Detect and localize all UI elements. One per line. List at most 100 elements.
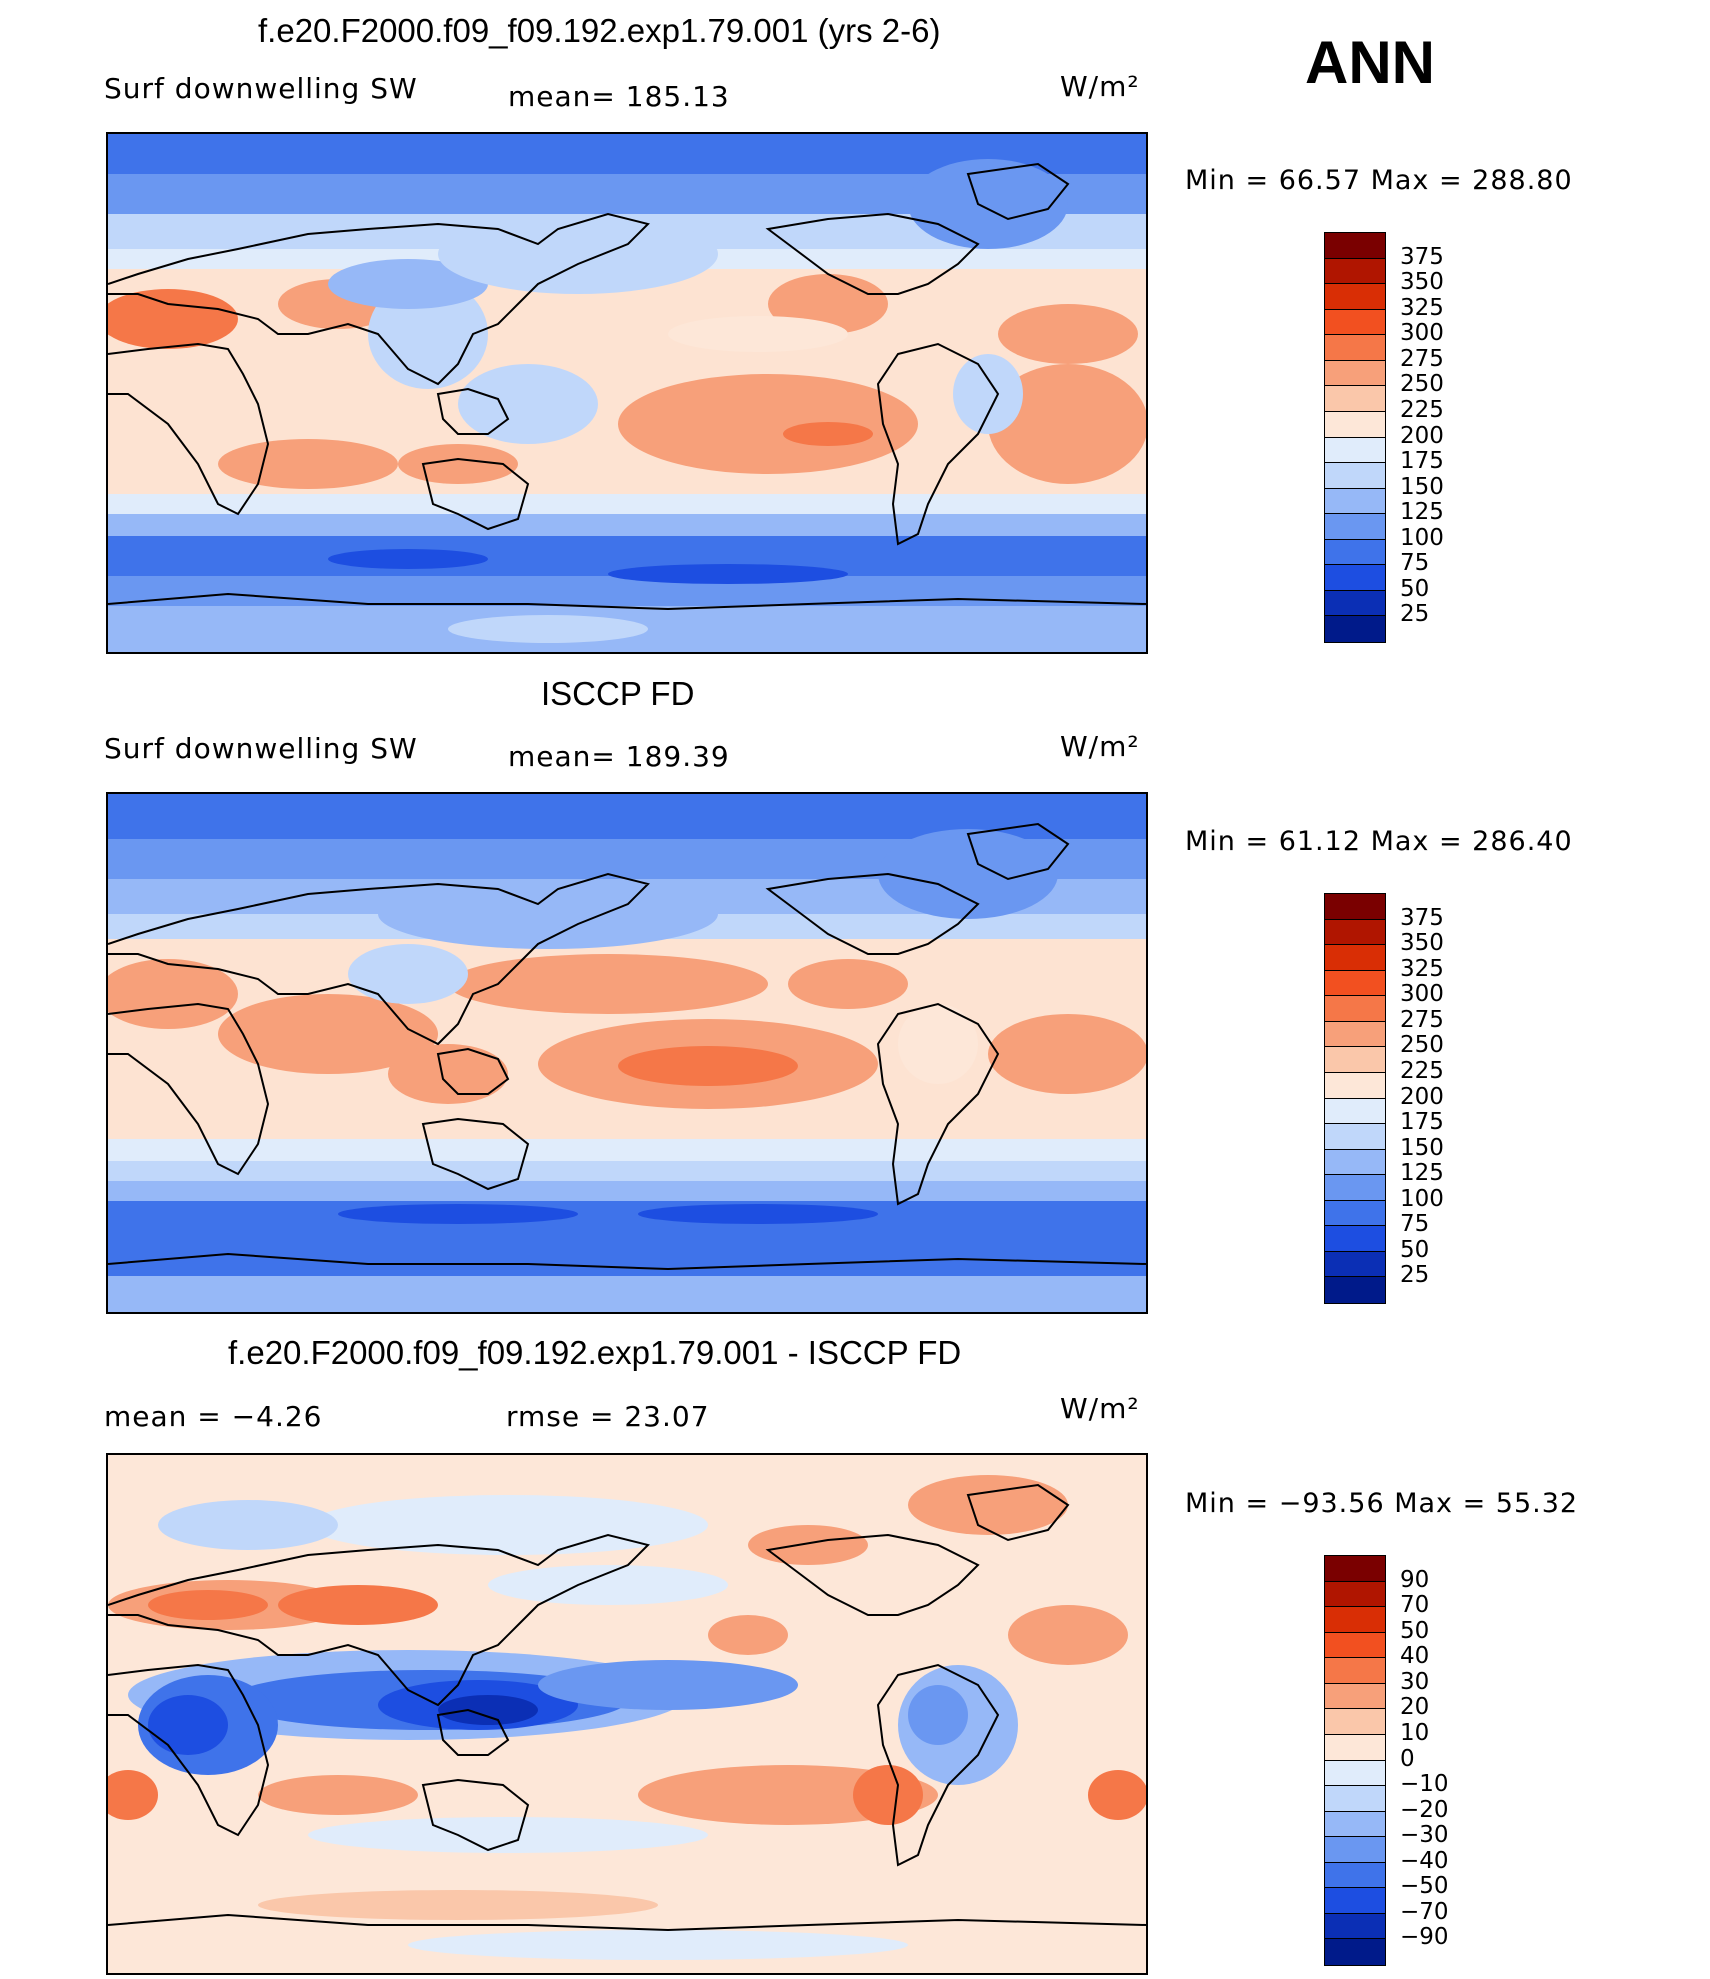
- colorbar-swatch: [1325, 233, 1385, 259]
- panel-3-title: f.e20.F2000.f09_f09.192.exp1.79.001 - IS…: [228, 1334, 962, 1371]
- panel-3-colorbar: [1324, 1555, 1386, 1966]
- colorbar-tick-label: −30: [1400, 1822, 1449, 1849]
- panel-3-map: [106, 1453, 1148, 1975]
- colorbar-swatch: [1325, 386, 1385, 412]
- colorbar-tick-label: 10: [1400, 1719, 1430, 1746]
- colorbar-tick-label: 275: [1400, 345, 1444, 372]
- colorbar-swatch: [1325, 919, 1385, 946]
- colorbar-tick-label: 350: [1400, 269, 1444, 296]
- colorbar-swatch: [1325, 1226, 1385, 1252]
- colorbar-swatch: [1325, 1862, 1385, 1889]
- panel-1-mean-label: mean= 185.13: [508, 80, 730, 113]
- colorbar-swatch: [1325, 335, 1385, 361]
- colorbar-tick-label: 100: [1400, 1185, 1444, 1212]
- panel-3-rmse-label: rmse = 23.07: [506, 1400, 710, 1433]
- colorbar-swatch: [1325, 1149, 1385, 1176]
- colorbar-tick-label: 150: [1400, 473, 1444, 500]
- colorbar-tick-label: 275: [1400, 1006, 1444, 1033]
- colorbar-swatch: [1325, 894, 1385, 920]
- colorbar-tick-label: 30: [1400, 1668, 1430, 1695]
- colorbar-swatch: [1325, 1939, 1385, 1965]
- colorbar-tick-label: 25: [1400, 1262, 1430, 1289]
- colorbar-tick-label: 375: [1400, 243, 1444, 270]
- colorbar-swatch: [1325, 1734, 1385, 1761]
- colorbar-swatch: [1325, 1251, 1385, 1278]
- colorbar-tick-label: 70: [1400, 1592, 1430, 1619]
- colorbar-tick-label: 50: [1400, 1617, 1430, 1644]
- colorbar-swatch: [1325, 565, 1385, 591]
- colorbar-tick-label: 20: [1400, 1694, 1430, 1721]
- colorbar-tick-label: 40: [1400, 1643, 1430, 1670]
- colorbar-tick-label: 75: [1400, 550, 1430, 577]
- panel-1-colorbar: [1324, 232, 1386, 643]
- panel-1-units-label: W/m²: [1060, 70, 1140, 103]
- panel-3-mean-label: mean = −4.26: [104, 1400, 323, 1433]
- colorbar-swatch: [1325, 411, 1385, 438]
- colorbar-tick-label: 200: [1400, 1083, 1444, 1110]
- panel-2-variable-label: Surf downwelling SW: [104, 732, 418, 765]
- panel-1-map: [106, 132, 1148, 654]
- colorbar-swatch: [1325, 284, 1385, 310]
- colorbar-swatch: [1325, 1021, 1385, 1048]
- colorbar-tick-label: 250: [1400, 371, 1444, 398]
- colorbar-swatch: [1325, 1098, 1385, 1125]
- colorbar-swatch: [1325, 1607, 1385, 1633]
- colorbar-tick-label: −70: [1400, 1898, 1449, 1925]
- colorbar-swatch: [1325, 1658, 1385, 1684]
- panel-1-title: f.e20.F2000.f09_f09.192.exp1.79.001 (yrs…: [258, 12, 941, 49]
- colorbar-tick-label: −10: [1400, 1771, 1449, 1798]
- panel-3-map-field: [108, 1455, 1146, 1973]
- colorbar-swatch: [1325, 1581, 1385, 1608]
- panel-2-minmax-label: Min = 61.12 Max = 286.40: [1185, 826, 1573, 857]
- colorbar-tick-label: −20: [1400, 1796, 1449, 1823]
- colorbar-swatch: [1325, 1632, 1385, 1659]
- colorbar-swatch: [1325, 970, 1385, 997]
- colorbar-tick-label: 350: [1400, 930, 1444, 957]
- panel-2-map-field: [108, 794, 1146, 1312]
- colorbar-swatch: [1325, 360, 1385, 387]
- colorbar-tick-label: 325: [1400, 955, 1444, 982]
- colorbar-swatch: [1325, 616, 1385, 642]
- colorbar-tick-label: 75: [1400, 1211, 1430, 1238]
- panel-2-colorbar: [1324, 893, 1386, 1304]
- colorbar-swatch: [1325, 1837, 1385, 1863]
- colorbar-tick-label: 300: [1400, 320, 1444, 347]
- colorbar-tick-label: 325: [1400, 294, 1444, 321]
- season-label: ANN: [1305, 29, 1435, 96]
- colorbar-tick-label: 250: [1400, 1032, 1444, 1059]
- colorbar-swatch: [1325, 1913, 1385, 1940]
- colorbar-tick-label: −50: [1400, 1873, 1449, 1900]
- colorbar-swatch: [1325, 1786, 1385, 1812]
- colorbar-swatch: [1325, 437, 1385, 464]
- colorbar-tick-label: 175: [1400, 448, 1444, 475]
- colorbar-tick-label: 375: [1400, 904, 1444, 931]
- colorbar-tick-label: 200: [1400, 422, 1444, 449]
- colorbar-swatch: [1325, 945, 1385, 971]
- colorbar-swatch: [1325, 996, 1385, 1022]
- colorbar-tick-label: 100: [1400, 524, 1444, 551]
- colorbar-tick-label: 0: [1400, 1745, 1415, 1772]
- colorbar-swatch: [1325, 1175, 1385, 1201]
- colorbar-swatch: [1325, 1709, 1385, 1735]
- colorbar-swatch: [1325, 1277, 1385, 1303]
- colorbar-tick-label: 225: [1400, 1057, 1444, 1084]
- colorbar-tick-label: −40: [1400, 1847, 1449, 1874]
- colorbar-swatch: [1325, 309, 1385, 336]
- colorbar-swatch: [1325, 1683, 1385, 1710]
- colorbar-swatch: [1325, 258, 1385, 285]
- colorbar-swatch: [1325, 539, 1385, 566]
- panel-1-minmax-label: Min = 66.57 Max = 288.80: [1185, 165, 1573, 196]
- colorbar-swatch: [1325, 488, 1385, 515]
- colorbar-swatch: [1325, 463, 1385, 489]
- panel-2-map: [106, 792, 1148, 1314]
- colorbar-tick-label: 300: [1400, 981, 1444, 1008]
- panel-3-units-label: W/m²: [1060, 1392, 1140, 1425]
- colorbar-tick-label: 125: [1400, 1160, 1444, 1187]
- colorbar-swatch: [1325, 1556, 1385, 1582]
- panel-3-minmax-label: Min = −93.56 Max = 55.32: [1185, 1488, 1579, 1519]
- panel-1-variable-label: Surf downwelling SW: [104, 72, 418, 105]
- colorbar-tick-label: 50: [1400, 575, 1430, 602]
- colorbar-swatch: [1325, 1072, 1385, 1099]
- colorbar-swatch: [1325, 1811, 1385, 1838]
- colorbar-swatch: [1325, 590, 1385, 617]
